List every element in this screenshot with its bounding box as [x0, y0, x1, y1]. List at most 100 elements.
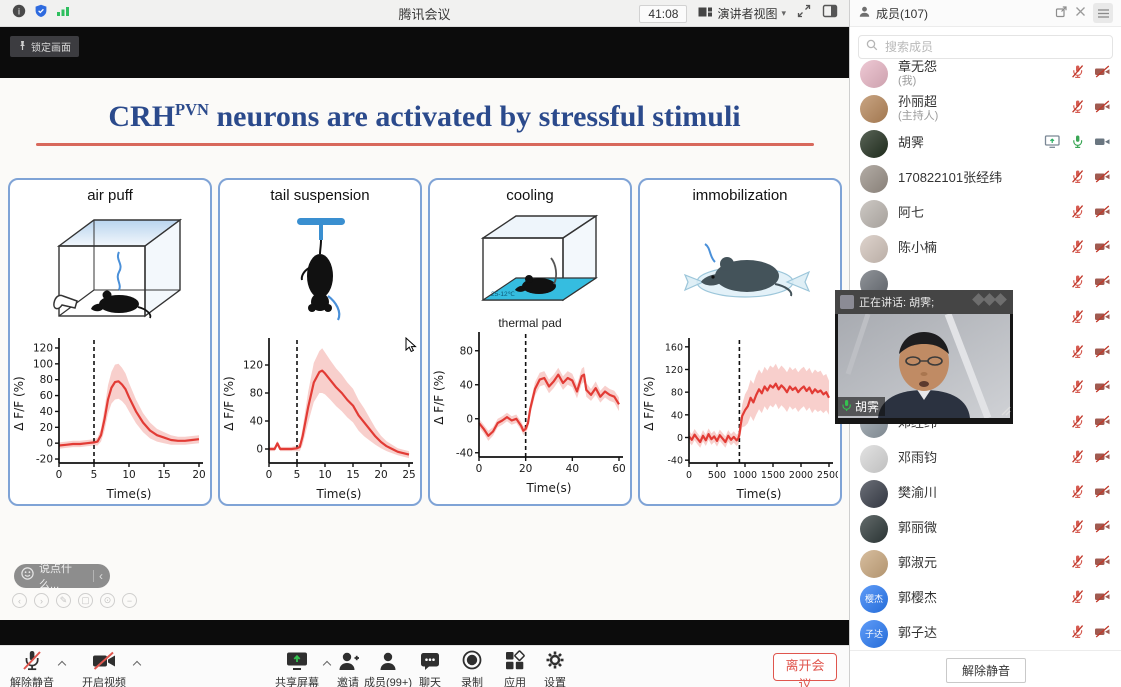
cam-off-icon[interactable] — [1094, 169, 1111, 189]
member-search-box[interactable] — [858, 35, 1113, 59]
annotation-zoom-button[interactable]: ⊙ — [100, 593, 115, 608]
resize-handle[interactable] — [998, 403, 1011, 421]
record-button[interactable]: 录制 — [444, 649, 500, 687]
mic-muted-icon[interactable] — [1070, 99, 1085, 119]
svg-text:2000: 2000 — [789, 470, 813, 481]
cam-off-icon[interactable] — [1094, 309, 1111, 329]
annotation-board-button[interactable]: ▢ — [78, 593, 93, 608]
unmute-button[interactable]: 解除静音 — [4, 649, 60, 687]
emoji-icon[interactable] — [21, 567, 34, 585]
svg-text:0: 0 — [686, 470, 692, 481]
collapse-chat-icon[interactable]: ‹ — [99, 569, 103, 583]
svg-text:160: 160 — [665, 342, 683, 353]
member-row[interactable]: 胡霁 — [850, 126, 1121, 161]
cam-off-icon[interactable] — [1094, 344, 1111, 364]
member-row[interactable]: 陈小楠 — [850, 231, 1121, 266]
settings-button[interactable]: 设置 — [527, 649, 583, 687]
cam-off-icon[interactable] — [1094, 99, 1111, 119]
share-screen-button[interactable]: 共享屏幕 — [269, 649, 325, 687]
member-search-input[interactable] — [883, 39, 1093, 55]
cam-off-icon[interactable] — [1094, 449, 1111, 469]
member-row[interactable]: 邓雨钧 — [850, 441, 1121, 476]
pin-view-button[interactable]: 锁定画面 — [10, 36, 79, 57]
layout-icon — [697, 5, 713, 22]
cam-on-icon[interactable] — [1094, 134, 1111, 154]
tail-suspension-chart: 0 40 80 120 0 5 10 15 20 25 Time(s) Δ F/F (%) — [220, 336, 420, 501]
mic-muted-icon[interactable] — [1070, 309, 1085, 329]
annotation-pen-button[interactable]: ✎ — [56, 593, 71, 608]
svg-text:40: 40 — [460, 379, 473, 391]
annotation-prev-button[interactable]: ‹ — [12, 593, 27, 608]
member-row[interactable]: 孙丽超 (主持人) — [850, 91, 1121, 126]
member-role: (主持人) — [898, 109, 939, 122]
member-row[interactable]: 170822101张经纬 — [850, 161, 1121, 196]
pin-icon — [18, 40, 27, 54]
member-row[interactable]: 樊渝川 — [850, 476, 1121, 511]
cam-off-icon[interactable] — [1094, 519, 1111, 539]
apps-button[interactable]: 应用 — [487, 649, 543, 687]
mic-muted-icon[interactable] — [1070, 239, 1085, 259]
side-panel-toggle-icon[interactable] — [822, 3, 839, 24]
speaker-video-overlay[interactable]: 正在讲话: 胡霁; — [835, 290, 1013, 424]
close-icon[interactable] — [1075, 6, 1086, 20]
chat-bubble-icon — [421, 653, 439, 670]
invite-button[interactable]: 邀请 — [320, 649, 376, 687]
cam-off-icon[interactable] — [1094, 484, 1111, 504]
member-row[interactable]: 郭淑元 — [850, 546, 1121, 581]
panel-unmute-button[interactable]: 解除静音 — [945, 658, 1026, 683]
chat-button[interactable]: 聊天 — [402, 649, 458, 687]
chat-placeholder[interactable]: 说点什么... — [39, 563, 72, 591]
mic-muted-icon[interactable] — [1070, 589, 1085, 609]
svg-text:Δ F/F (%): Δ F/F (%) — [432, 370, 446, 424]
title-underline — [35, 143, 814, 146]
mic-muted-icon[interactable] — [1070, 554, 1085, 574]
member-row[interactable]: 子达 郭子达 — [850, 616, 1121, 650]
mic-on-icon[interactable] — [1070, 134, 1085, 154]
start-video-button[interactable]: 开启视频 — [76, 649, 132, 687]
security-shield-icon[interactable] — [34, 4, 48, 23]
collapse-view-icon[interactable] — [796, 3, 812, 24]
members-button[interactable]: 成员(99+) — [360, 649, 416, 687]
video-options-chevron[interactable] — [133, 660, 141, 668]
screen-icon[interactable] — [1044, 134, 1061, 154]
mic-options-chevron[interactable] — [58, 660, 66, 668]
mic-muted-icon[interactable] — [1070, 519, 1085, 539]
cam-off-icon[interactable] — [1094, 274, 1111, 294]
mic-muted-icon[interactable] — [1070, 484, 1085, 504]
svg-text:15: 15 — [157, 469, 170, 481]
view-mode-button[interactable]: 演讲者视图 ▾ — [697, 5, 786, 22]
mic-muted-icon[interactable] — [1070, 449, 1085, 469]
cam-off-icon[interactable] — [1094, 239, 1111, 259]
member-row[interactable]: 樱杰 郭樱杰 — [850, 581, 1121, 616]
annotation-minimize-button[interactable]: − — [122, 593, 137, 608]
mic-muted-icon[interactable] — [1070, 274, 1085, 294]
leave-meeting-button[interactable]: 离开会议 — [773, 653, 837, 687]
cam-off-icon[interactable] — [1094, 414, 1111, 434]
network-signal-icon[interactable] — [56, 4, 70, 22]
svg-text:0: 0 — [466, 413, 473, 425]
mic-muted-icon[interactable] — [1070, 414, 1085, 434]
info-icon[interactable]: i — [12, 4, 26, 23]
member-row[interactable]: 章无怨 (我) — [850, 56, 1121, 91]
mic-muted-icon[interactable] — [1070, 204, 1085, 224]
cam-off-icon[interactable] — [1094, 554, 1111, 574]
member-row[interactable]: 郭丽微 — [850, 511, 1121, 546]
cam-off-icon[interactable] — [1094, 624, 1111, 644]
mic-muted-icon[interactable] — [1070, 379, 1085, 399]
mic-muted-icon[interactable] — [1070, 344, 1085, 364]
mic-muted-icon[interactable] — [1070, 169, 1085, 189]
annotation-next-button[interactable]: › — [34, 593, 49, 608]
cam-off-icon[interactable] — [1094, 64, 1111, 84]
chat-quick-input[interactable]: 说点什么... ‹ — [14, 563, 110, 591]
cam-off-icon[interactable] — [1094, 204, 1111, 224]
cam-off-icon[interactable] — [1094, 589, 1111, 609]
mic-muted-icon[interactable] — [1070, 64, 1085, 84]
member-row[interactable]: 阿七 — [850, 196, 1121, 231]
invite-person-icon — [339, 652, 359, 670]
cam-off-icon[interactable] — [1094, 379, 1111, 399]
pop-out-icon[interactable] — [1055, 5, 1068, 21]
svg-text:5: 5 — [91, 469, 98, 481]
mic-muted-icon[interactable] — [1070, 624, 1085, 644]
svg-text:120: 120 — [665, 365, 683, 376]
menu-icon[interactable] — [1093, 3, 1113, 23]
